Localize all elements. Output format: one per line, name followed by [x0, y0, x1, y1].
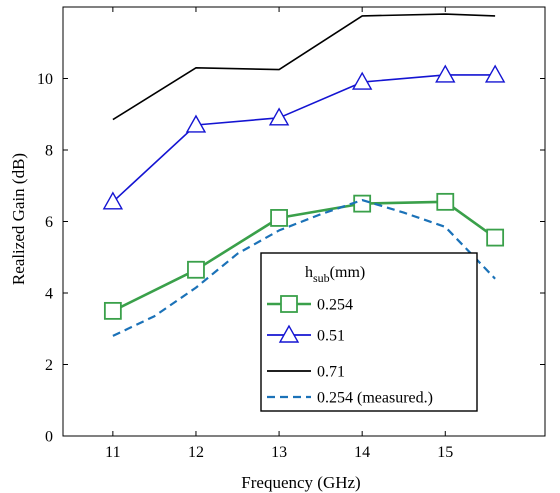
legend-label-h071: 0.71 [317, 364, 345, 381]
y-tick-label-3: 6 [45, 214, 53, 231]
data-point-h051-5 [484, 64, 506, 83]
legend-title-sub: sub [313, 271, 330, 285]
x-tick-label-4: 15 [437, 444, 453, 461]
x-tick-label-3: 14 [354, 444, 370, 461]
legend: hsub(mm) 0.254 0.51 0.71 0.254 (measured.) [260, 252, 478, 412]
series-h071 [112, 13, 496, 121]
data-point-h0254-4 [436, 192, 455, 211]
legend-box [260, 252, 478, 412]
data-point-h0254-2 [270, 209, 288, 227]
data-point-h0254-3 [353, 194, 372, 213]
y-tick-label-4: 8 [45, 143, 53, 160]
legend-marker-h051 [278, 324, 300, 343]
series-h0254-measured [112, 199, 496, 337]
legend-label-h0254: 0.254 [317, 297, 353, 314]
x-tick-label-0: 11 [105, 444, 120, 461]
legend-label-h051: 0.51 [317, 328, 345, 345]
data-point-h051-0 [102, 191, 124, 210]
legend-marker-h0254 [280, 295, 298, 313]
data-point-h0254-5 [486, 228, 505, 247]
legend-item-h051: 0.51 [267, 324, 345, 345]
legend-title-main: h [305, 264, 313, 281]
series-line-h051 [112, 74, 496, 203]
legend-item-h071: 0.71 [267, 364, 345, 381]
legend-item-h0254: 0.254 [267, 295, 353, 314]
ticks: 11 12 13 14 15 0 2 4 6 8 10 [37, 7, 545, 461]
legend-label-h0254-measured: 0.254 (measured.) [317, 390, 433, 407]
y-tick-label-2: 4 [45, 286, 53, 303]
data-point-h0254-1 [187, 260, 205, 279]
legend-title-unit: (mm) [330, 264, 366, 281]
y-tick-label-1: 2 [45, 357, 53, 374]
y-tick-label-5: 10 [37, 71, 53, 88]
x-axis-label: Frequency (GHz) [241, 473, 360, 492]
x-tick-label-2: 13 [271, 444, 287, 461]
data-point-h051-4 [435, 64, 456, 83]
data-point-h051-1 [185, 114, 207, 133]
series-group [102, 13, 506, 337]
y-tick-label-0: 0 [45, 429, 53, 446]
series-line-h071 [112, 13, 496, 121]
series-line-h0254-measured [112, 199, 496, 337]
series-h051 [102, 64, 506, 210]
data-point-h051-2 [268, 107, 290, 126]
legend-item-h0254-measured: 0.254 (measured.) [267, 390, 433, 407]
legend-title: hsub(mm) [305, 264, 365, 285]
data-point-h051-3 [351, 71, 373, 90]
data-point-h0254-0 [103, 301, 122, 320]
x-tick-label-1: 12 [188, 444, 204, 461]
y-axis-label: Realized Gain (dB) [9, 153, 28, 285]
